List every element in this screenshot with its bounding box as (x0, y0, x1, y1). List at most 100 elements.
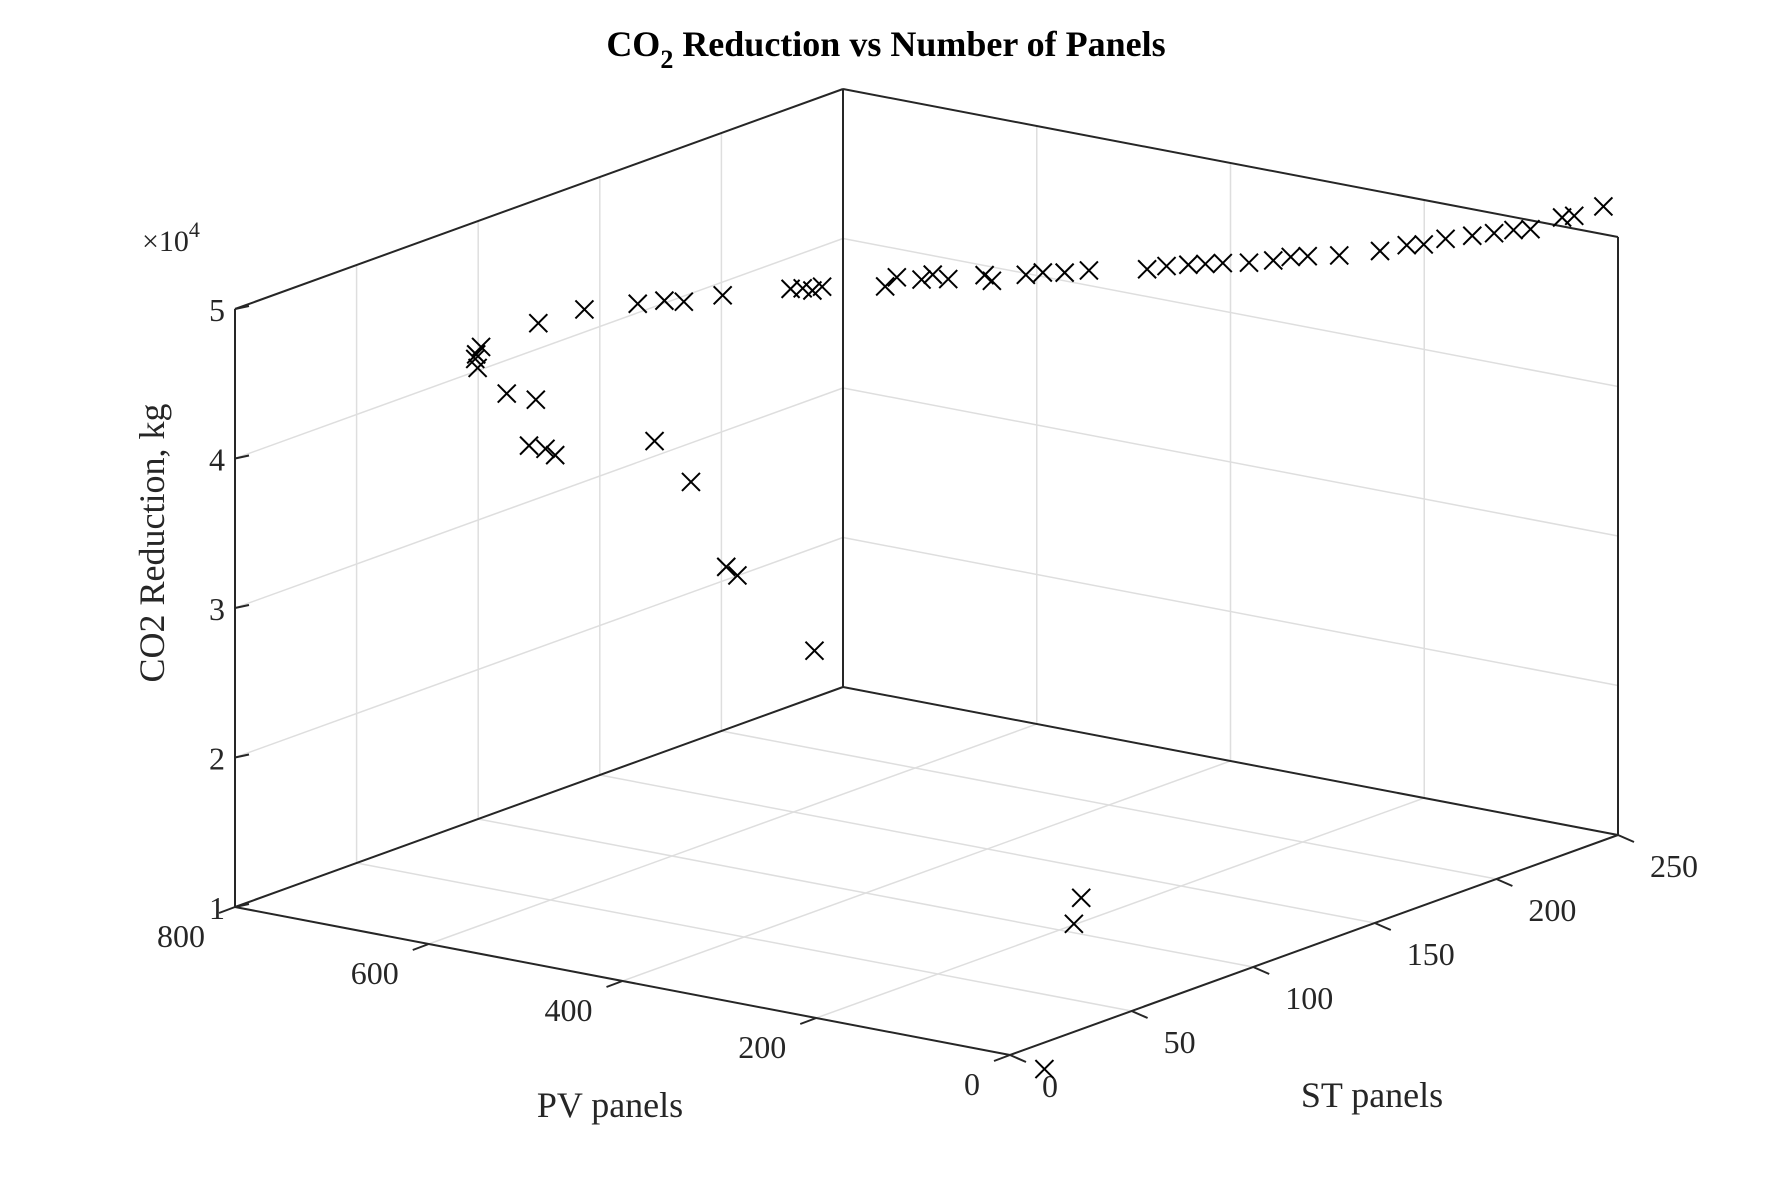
data-point-marker (1414, 234, 1434, 255)
data-point-marker (1564, 206, 1584, 226)
pv-tick-mark (218, 906, 236, 914)
z-tick-mark (234, 305, 250, 310)
st-tick-mark (1131, 1010, 1149, 1019)
floor-back-edge-right (842, 686, 1619, 836)
marker-stroke (1564, 206, 1584, 226)
st-tick-mark (1252, 966, 1270, 975)
marker-stroke (727, 565, 748, 586)
z-exponent-base: ×10 (142, 225, 189, 258)
marker-stroke (802, 280, 823, 301)
marker-stroke (1435, 229, 1456, 249)
data-point-marker (1552, 207, 1572, 228)
data-point-marker (1462, 226, 1482, 246)
marker-stroke (812, 276, 832, 297)
data-point-marker (526, 389, 546, 410)
marker-stroke (1079, 260, 1099, 281)
side-wall-top-edge (234, 88, 844, 310)
data-point-marker (938, 269, 958, 289)
marker-stroke (875, 276, 895, 297)
data-point-marker (1593, 196, 1614, 217)
marker-stroke (938, 269, 958, 289)
floor-gridline-st (721, 730, 1497, 880)
data-point-marker (681, 472, 701, 492)
floor-gridline-pv (428, 723, 1038, 945)
floor-gridline-pv (622, 760, 1231, 982)
data-point-marker (1239, 253, 1259, 273)
marker-stroke (1462, 226, 1482, 246)
data-point-marker (727, 565, 748, 586)
marker-stroke (574, 299, 595, 320)
data-point-marker (545, 445, 565, 465)
z-tick-mark (234, 753, 250, 759)
pv-tick-mark (412, 943, 430, 951)
marker-stroke (911, 269, 932, 290)
st-tick-mark (1495, 878, 1513, 887)
z-exponent-power: 4 (189, 217, 200, 242)
data-point-marker (1213, 253, 1233, 273)
data-point-marker (644, 431, 665, 451)
marker-stroke (1213, 253, 1233, 273)
data-point-marker (1156, 256, 1177, 276)
chart-title: CO2 Reduction vs Number of Panels (606, 24, 1165, 74)
z-tick-label: 3 (209, 591, 225, 627)
data-point-marker (1071, 888, 1091, 908)
z-tick-mark (234, 604, 250, 609)
marker-stroke (545, 445, 565, 465)
marker-stroke (1370, 241, 1390, 261)
z-exponent-label: ×104 (142, 217, 200, 258)
marker-stroke (1263, 250, 1283, 271)
pv-tick-mark (993, 1054, 1011, 1062)
data-point-marker (1064, 914, 1084, 934)
marker-stroke (712, 285, 733, 306)
data-point-marker (1034, 1059, 1055, 1079)
floor-gridline-pv (815, 797, 1425, 1019)
marker-stroke (1281, 247, 1301, 267)
data-point-marker (1016, 265, 1036, 285)
z-axis-label: CO2 Reduction, kg (132, 404, 172, 683)
pv-tick-label: 400 (545, 992, 593, 1028)
marker-stroke (1414, 234, 1434, 255)
data-point-marker (1370, 241, 1390, 261)
marker-stroke (804, 641, 825, 661)
data-point-marker (1298, 246, 1318, 266)
chart-title-subscript: 2 (660, 45, 673, 74)
marker-stroke (1484, 223, 1504, 243)
data-point-marker (1054, 262, 1075, 283)
data-point-marker (1503, 220, 1524, 240)
z-tick-label: 2 (209, 741, 225, 777)
marker-layer (465, 196, 1614, 1079)
data-point-marker (1137, 259, 1157, 279)
st-tick-label: 200 (1528, 892, 1576, 928)
side-wall-gridline-z (234, 387, 844, 609)
data-point-marker (1520, 219, 1541, 239)
marker-stroke (1520, 219, 1541, 239)
data-point-marker (1435, 229, 1456, 249)
data-point-marker (887, 267, 907, 288)
marker-stroke (1298, 246, 1318, 266)
marker-stroke (528, 313, 549, 333)
data-point-marker (1263, 250, 1283, 271)
marker-stroke (1552, 207, 1572, 228)
data-point-marker (497, 383, 517, 404)
marker-stroke (923, 264, 943, 285)
st-axis-line (1009, 834, 1619, 1056)
marker-stroke (1034, 1059, 1055, 1079)
marker-stroke (644, 431, 665, 451)
pv-tick-mark (606, 980, 623, 988)
data-point-marker (911, 269, 932, 290)
floor-back-edge-left (234, 686, 844, 908)
data-point-marker (923, 264, 943, 285)
axes-frame (234, 88, 1619, 1056)
st-tick-mark (1617, 834, 1635, 843)
marker-stroke (1593, 196, 1614, 217)
back-wall-gridline-z (842, 387, 1619, 537)
st-tick-mark (1009, 1054, 1027, 1063)
marker-stroke (974, 265, 995, 285)
marker-stroke (466, 344, 486, 365)
data-point-marker (1329, 245, 1349, 266)
marker-stroke (1137, 259, 1157, 279)
data-point-marker (716, 557, 736, 577)
marker-stroke (1033, 262, 1053, 283)
marker-stroke (1503, 220, 1524, 240)
